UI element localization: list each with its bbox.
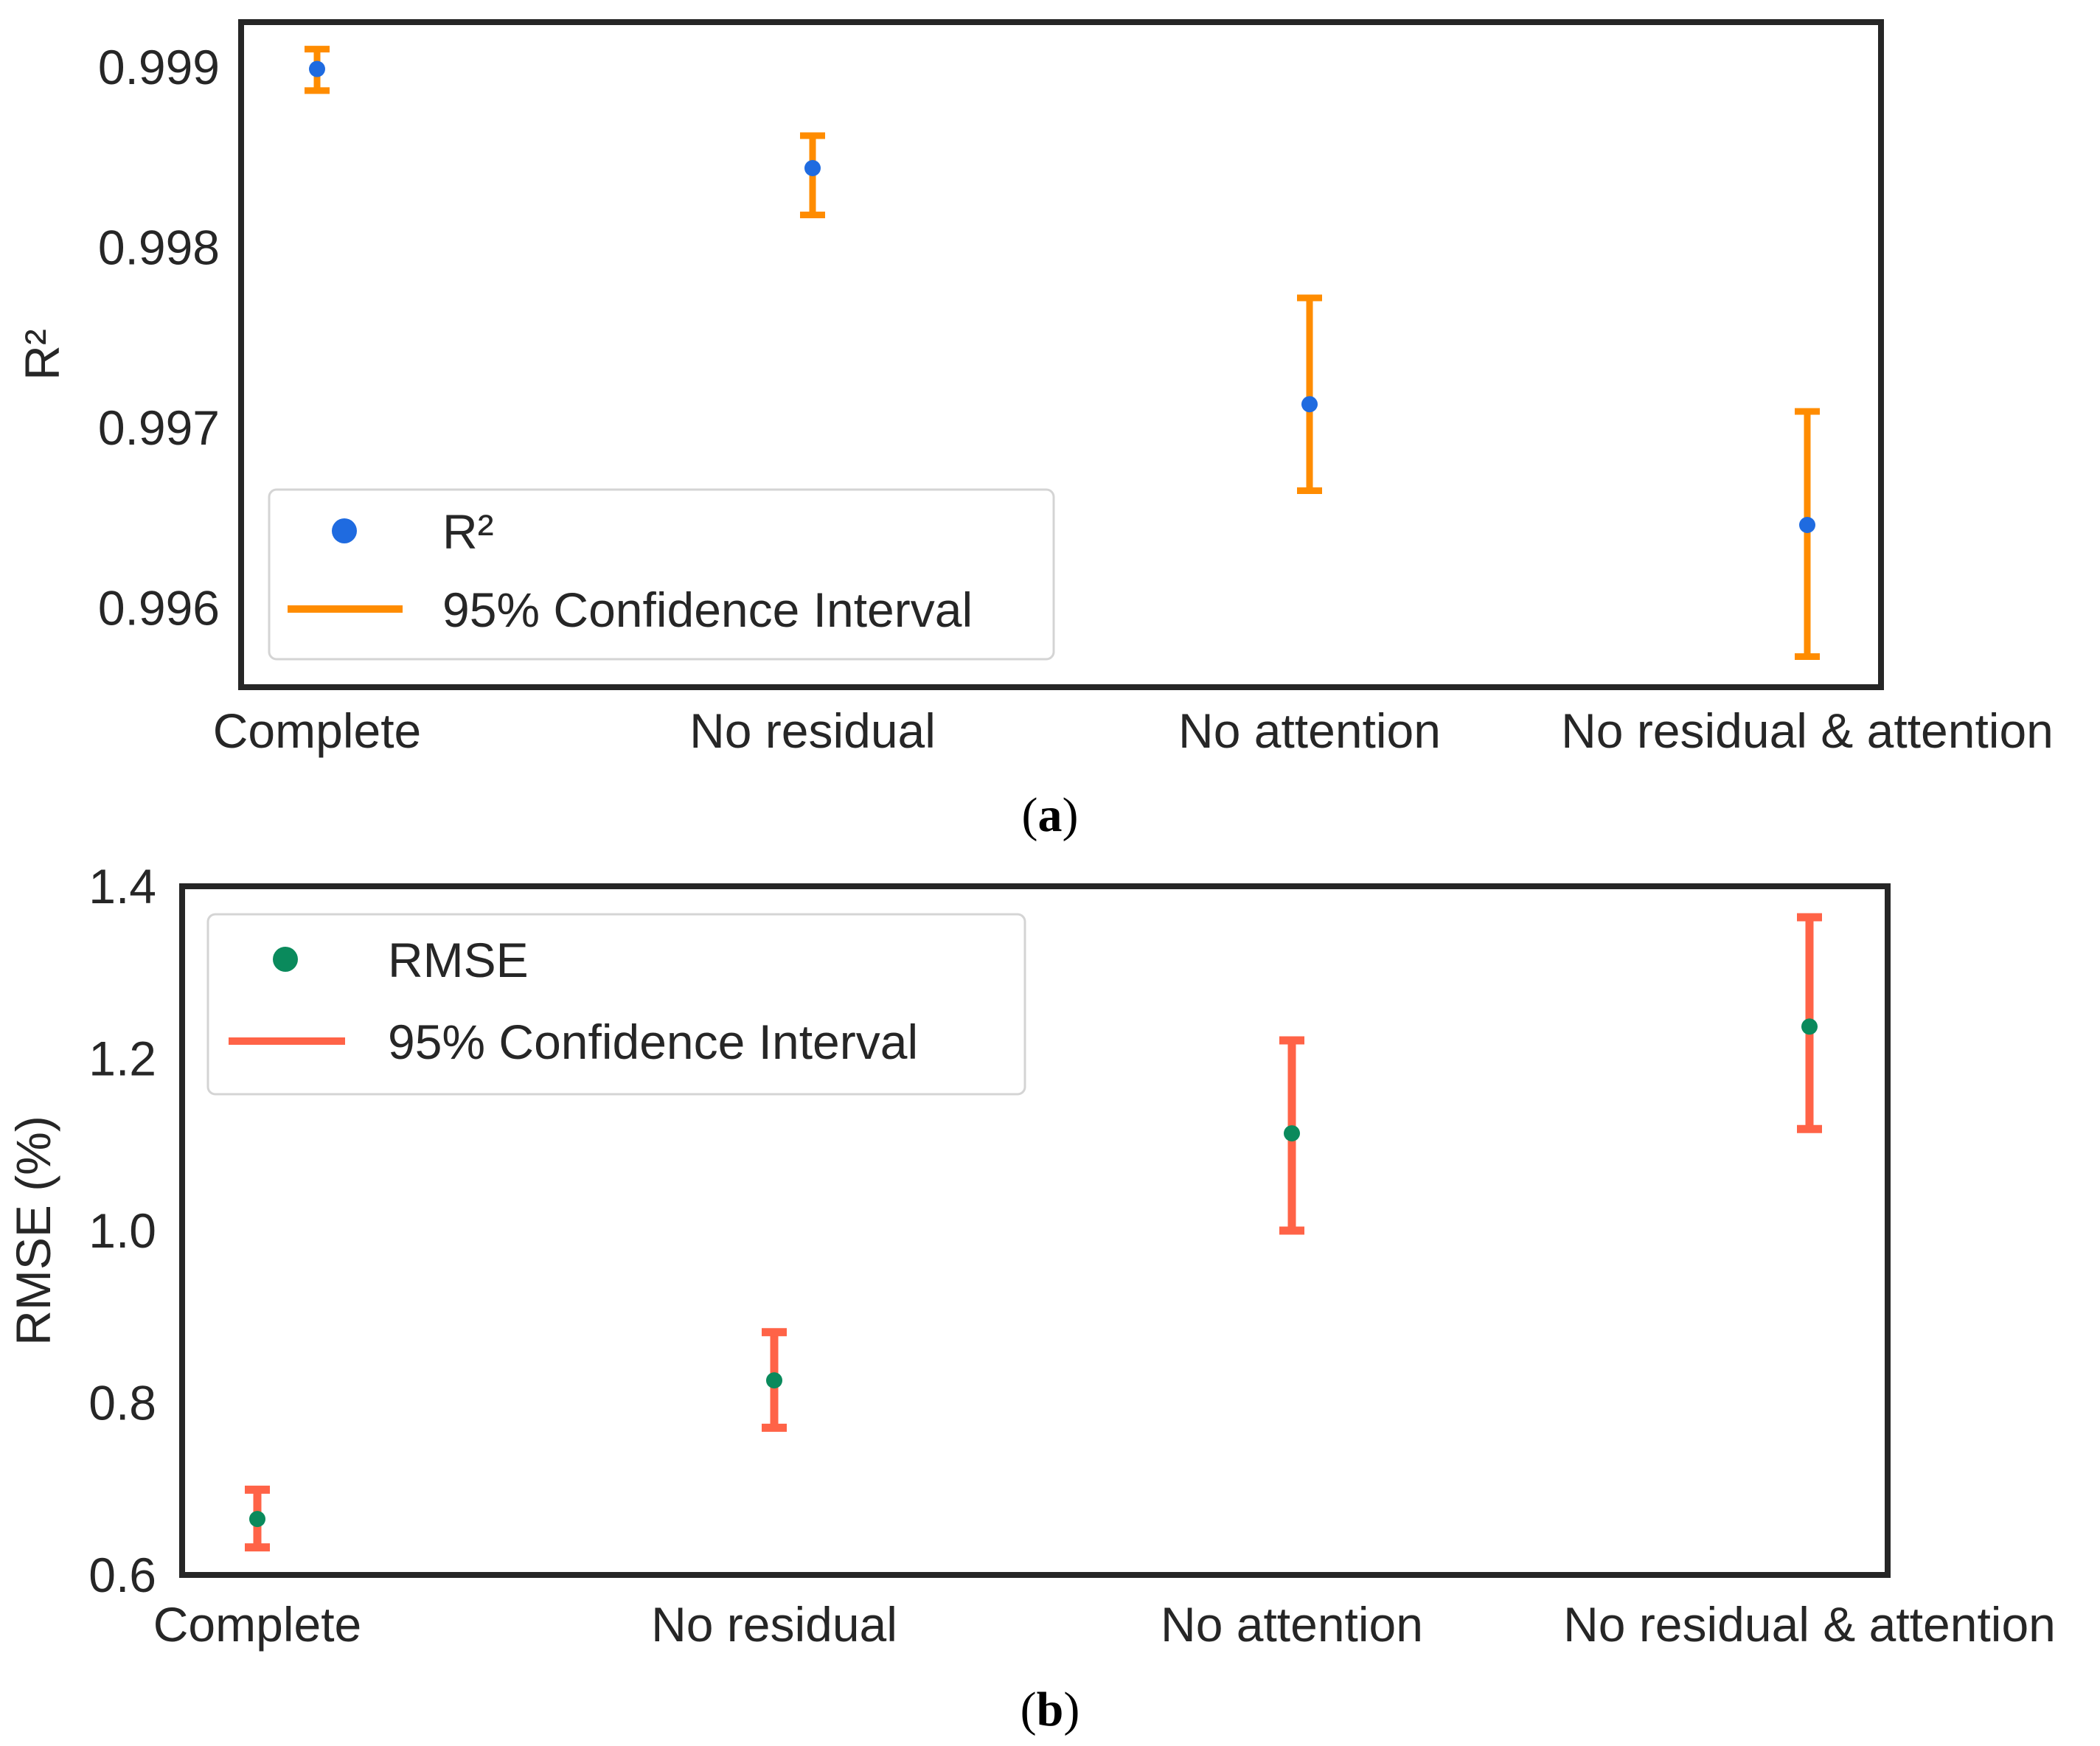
y-tick-label: 1.4 — [88, 859, 156, 914]
x-category-label: No residual — [651, 1597, 897, 1652]
y-tick-label: 0.997 — [98, 400, 220, 455]
x-category-label: No residual — [689, 703, 936, 758]
x-category-label: Complete — [153, 1597, 361, 1652]
y-tick-label: 0.8 — [88, 1376, 156, 1430]
legend-point-marker — [273, 947, 298, 972]
data-point — [1799, 517, 1815, 533]
panel-a-chart: 0.996 0.997 0.998 0.999 Complete No residual… — [15, 19, 2054, 758]
x-category-label: Complete — [213, 703, 421, 758]
legend-point-marker — [332, 518, 357, 543]
data-point — [1801, 1018, 1818, 1035]
y-tick-label: 0.996 — [98, 580, 220, 635]
data-point — [309, 60, 325, 77]
data-point — [249, 1511, 265, 1528]
panel-a-marks — [305, 46, 1820, 660]
data-point — [804, 160, 821, 176]
panel-a-caption: (a) — [1022, 788, 1079, 842]
panel-b-x-ticks: Complete No residual No attention No residu… — [153, 1597, 2056, 1652]
panel-b-chart: 0.6 0.8 1.0 1.2 1.4 Complete No residual No at… — [6, 859, 2056, 1652]
panel-b-y-ticks: 0.6 0.8 1.0 1.2 1.4 — [88, 859, 156, 1602]
y-tick-label: 0.998 — [98, 220, 220, 275]
legend-interval-label: 95% Confidence Interval — [442, 582, 973, 637]
panel-a-plot-frame — [238, 19, 1884, 690]
panel-a-y-axis-label: R² — [15, 329, 69, 380]
data-point — [1301, 396, 1318, 413]
legend-point-label: RMSE — [388, 933, 529, 987]
y-tick-label: 1.0 — [88, 1203, 156, 1258]
data-point — [1284, 1125, 1300, 1142]
y-tick-label: 0.6 — [88, 1548, 156, 1602]
x-category-label: No residual & attention — [1561, 703, 2054, 758]
y-tick-label: 1.2 — [88, 1032, 156, 1086]
legend-interval-label: 95% Confidence Interval — [388, 1015, 918, 1069]
panel-a-x-ticks: Complete No residual No attention No residu… — [213, 703, 2054, 758]
panel-b-y-axis-label: RMSE (%) — [6, 1116, 60, 1346]
x-category-label: No attention — [1161, 1597, 1423, 1652]
panel-b-legend-box — [206, 913, 1026, 1096]
panel-b-plot-frame — [179, 883, 1891, 1578]
panel-b-caption: (b) — [1021, 1683, 1080, 1736]
data-point — [766, 1372, 782, 1389]
x-category-label: No attention — [1178, 703, 1441, 758]
panel-b-marks — [245, 913, 1822, 1552]
y-tick-label: 0.999 — [98, 40, 220, 94]
panel-a-legend-box — [268, 488, 1055, 661]
legend-point-label: R² — [442, 504, 494, 559]
x-category-label: No residual & attention — [1563, 1597, 2056, 1652]
panel-a-y-ticks: 0.996 0.997 0.998 0.999 — [98, 40, 220, 635]
panel-b-legend: RMSE 95% Confidence Interval — [206, 913, 1026, 1096]
panel-a-legend: R² 95% Confidence Interval — [268, 488, 1055, 661]
